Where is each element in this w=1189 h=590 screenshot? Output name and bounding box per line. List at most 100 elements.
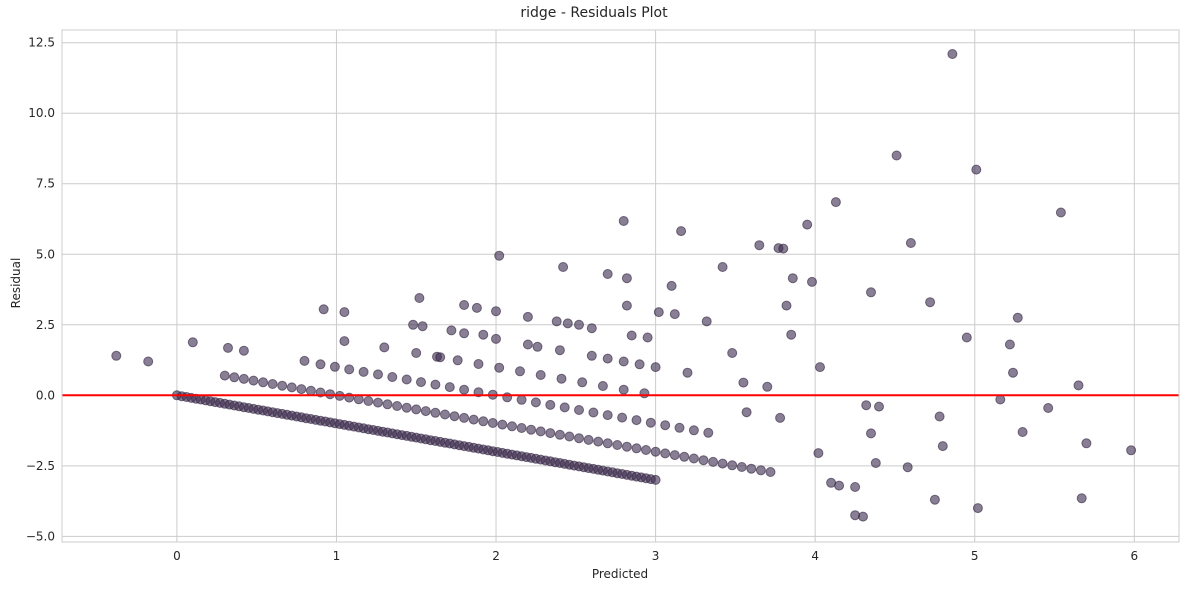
x-tick-label: 2 <box>492 549 500 563</box>
residual-point <box>1055 207 1066 218</box>
residual-point <box>586 350 597 361</box>
scatter-points <box>111 49 1137 522</box>
residual-point <box>248 375 259 386</box>
residual-point <box>653 307 664 318</box>
residual-point <box>717 458 728 469</box>
residual-point <box>961 332 972 343</box>
x-tick-labels: 0 1 2 3 4 5 6 <box>173 549 1138 563</box>
residual-point <box>736 462 747 472</box>
residual-point <box>574 405 584 415</box>
residual-point <box>545 399 556 410</box>
y-tick-label: 10.0 <box>28 106 55 120</box>
x-tick-label: 5 <box>971 549 979 563</box>
residual-point <box>238 373 249 384</box>
residual-point <box>344 364 355 375</box>
residual-point <box>688 453 699 464</box>
residual-point <box>417 321 428 332</box>
residual-point <box>373 369 383 380</box>
residual-point <box>762 381 773 392</box>
x-tick-label: 0 <box>173 549 181 563</box>
residual-point <box>491 333 501 344</box>
residual-point <box>717 262 728 272</box>
residual-point <box>491 306 501 317</box>
residual-point <box>1126 445 1137 456</box>
residual-point <box>449 411 460 422</box>
residual-point <box>874 401 884 412</box>
residual-point <box>526 424 537 435</box>
residual-point <box>530 397 541 408</box>
residual-point <box>401 374 412 385</box>
residual-point <box>754 240 765 251</box>
residual-point <box>459 412 470 423</box>
residual-point <box>494 250 505 261</box>
residual-point <box>676 226 687 237</box>
residual-point <box>358 366 369 377</box>
plot-frame <box>61 29 1180 543</box>
residual-point <box>674 422 685 433</box>
residual-point <box>870 458 881 468</box>
residual-point <box>339 307 350 318</box>
residual-point <box>468 414 479 425</box>
residual-point <box>621 273 632 284</box>
residual-point <box>401 402 412 413</box>
residual-point <box>602 438 613 449</box>
residual-point <box>478 329 489 340</box>
residual-point <box>420 406 431 417</box>
residual-point <box>143 356 154 367</box>
residual-point <box>995 394 1006 405</box>
grid-lines <box>62 30 1179 542</box>
residual-point <box>679 451 690 462</box>
residual-point <box>669 309 680 320</box>
y-axis-label: Residual <box>9 258 23 309</box>
x-tick-label: 4 <box>811 549 819 563</box>
residual-point <box>593 436 604 447</box>
x-tick-label: 6 <box>1130 549 1138 563</box>
residual-point <box>698 455 709 466</box>
residual-point <box>219 370 230 381</box>
residual-point <box>971 164 982 175</box>
residual-point <box>741 407 752 418</box>
residual-point <box>315 359 326 370</box>
residual-point <box>786 329 797 340</box>
residual-point <box>363 396 374 406</box>
residual-point <box>545 428 556 439</box>
residual-point <box>641 445 651 455</box>
residual-point <box>634 359 645 370</box>
y-tick-label: −5.0 <box>26 529 55 543</box>
residual-point <box>775 412 786 423</box>
residual-point <box>416 377 426 388</box>
residual-point <box>602 410 613 421</box>
residual-point <box>379 342 390 353</box>
residual-point <box>642 332 653 343</box>
residual-point <box>727 348 738 358</box>
residual-point <box>618 356 629 367</box>
residual-point <box>1017 427 1028 437</box>
residual-point <box>299 355 310 366</box>
chart-title: ridge - Residuals Plot <box>520 5 668 21</box>
residual-point <box>223 342 233 353</box>
residual-point <box>387 372 398 382</box>
residual-point <box>440 409 450 420</box>
residual-point <box>554 345 565 356</box>
residual-point <box>382 399 393 410</box>
residual-point <box>688 425 699 436</box>
y-tick-label: −2.5 <box>26 459 55 473</box>
residual-point <box>559 402 570 413</box>
residual-point <box>111 350 122 361</box>
y-tick-label: 5.0 <box>36 247 55 261</box>
residual-point <box>435 352 446 363</box>
residual-point <box>329 361 340 372</box>
residual-point <box>650 474 661 485</box>
y-tick-label: 12.5 <box>28 36 55 50</box>
residual-point <box>430 379 441 390</box>
residual-point <box>229 372 240 383</box>
residual-point <box>830 197 841 208</box>
residual-point <box>562 318 573 329</box>
residual-point <box>621 441 632 452</box>
residual-point <box>617 412 628 423</box>
residual-point <box>1073 380 1084 391</box>
residual-point <box>258 377 269 388</box>
residual-point <box>666 280 677 291</box>
residual-point <box>551 316 562 327</box>
